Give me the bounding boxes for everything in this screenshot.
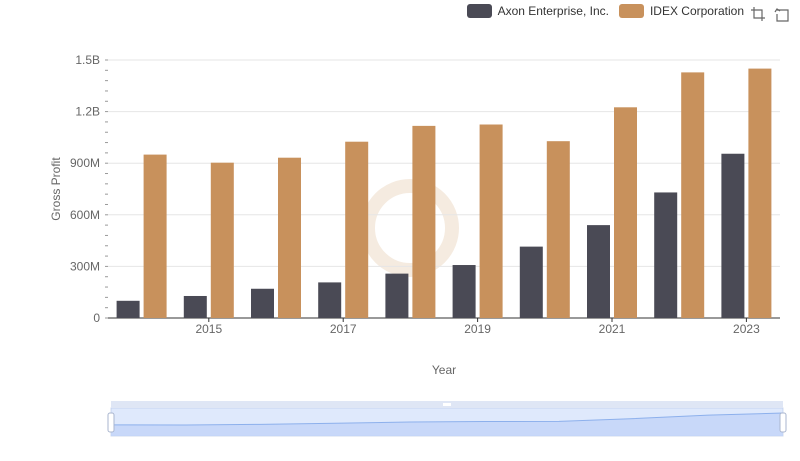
bar-idex-2021 (614, 107, 637, 318)
datazoom-preview-line (110, 412, 784, 426)
bar-idex-2017 (345, 141, 369, 318)
y-tick-label: 300M (70, 259, 100, 273)
bar-axon-2014 (116, 300, 140, 318)
x-tick-label: 2015 (195, 322, 222, 336)
legend-label-axon: Axon Enterprise, Inc. (497, 4, 609, 18)
bar-axon-2020 (519, 246, 543, 318)
legend-label-idex: IDEX Corporation (649, 4, 744, 18)
bar-axon-2018 (385, 273, 409, 318)
y-axis-title: Gross Profit (49, 157, 63, 221)
bar-axon-2016 (251, 288, 274, 318)
datazoom-handle-right[interactable] (779, 412, 787, 433)
legend-swatch-idex (618, 4, 644, 18)
legend-item-axon[interactable]: Axon Enterprise, Inc. (466, 4, 609, 18)
bar-axon-2021 (587, 225, 610, 318)
x-tick-label: 2023 (733, 322, 760, 336)
bar-axon-2022 (654, 192, 678, 318)
chart-toolbox (750, 6, 790, 22)
bar-idex-2014 (143, 154, 167, 318)
y-tick-label: 600M (70, 208, 100, 222)
bar-idex-2015 (210, 162, 234, 318)
bar-idex-2019 (479, 124, 503, 318)
legend: Axon Enterprise, Inc. IDEX Corporation (466, 4, 744, 18)
y-tick-label: 900M (70, 156, 100, 170)
y-tick-label: 1.2B (75, 105, 100, 119)
bar-idex-2016 (278, 157, 301, 318)
data-zoom-icon[interactable] (750, 6, 766, 22)
y-tick-label: 0 (93, 311, 100, 325)
datazoom-handle-left[interactable] (107, 412, 115, 433)
bar-idex-2018 (412, 125, 436, 318)
zoom-reset-icon[interactable] (774, 6, 790, 22)
x-tick-label: 2019 (464, 322, 491, 336)
x-tick-label: 2021 (599, 322, 626, 336)
watermark-logo (361, 179, 459, 277)
bar-idex-2022 (681, 72, 705, 318)
legend-swatch-axon (466, 4, 492, 18)
datazoom-preview-area (111, 413, 783, 436)
legend-item-idex[interactable]: IDEX Corporation (618, 4, 744, 18)
datazoom-move-grip (443, 403, 451, 406)
bar-axon-2015 (183, 295, 207, 318)
bar-axon-2017 (318, 282, 342, 318)
bar-idex-2023 (748, 68, 772, 318)
datazoom-selection (111, 408, 783, 436)
bar-idex-2020 (546, 141, 570, 318)
x-axis-title: Year (432, 363, 456, 377)
x-tick-label: 2017 (330, 322, 357, 336)
y-tick-label: 1.5B (75, 53, 100, 67)
bar-axon-2019 (452, 265, 476, 318)
bar-axon-2023 (721, 153, 745, 318)
